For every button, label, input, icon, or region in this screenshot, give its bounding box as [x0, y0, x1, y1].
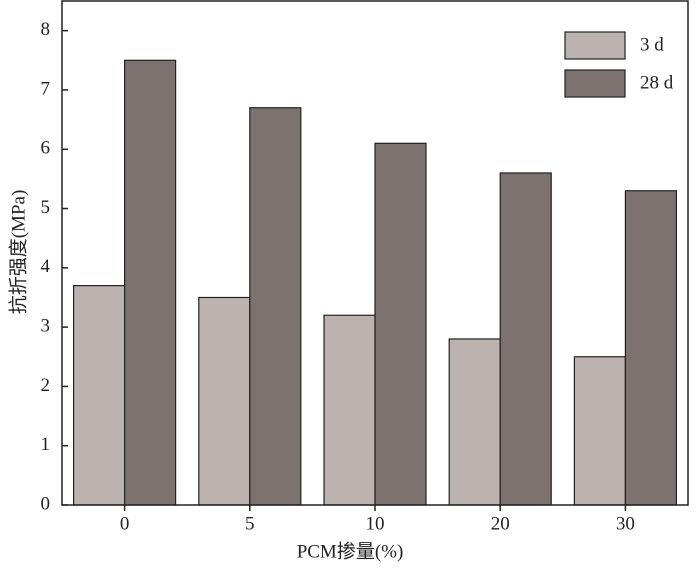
- bar: [499, 172, 552, 506]
- y-tick-label: 8: [41, 19, 51, 40]
- y-tick-label: 2: [41, 375, 51, 396]
- y-tick-label: 6: [41, 138, 51, 159]
- y-tick-label: 4: [41, 256, 51, 277]
- bar: [573, 356, 627, 506]
- x-axis-label: PCM掺量(%): [297, 540, 404, 562]
- bar: [624, 190, 678, 506]
- y-tick-label: 5: [41, 197, 51, 218]
- bar: [123, 59, 177, 506]
- legend-swatch: [564, 69, 626, 98]
- bar: [374, 142, 427, 506]
- y-tick-label: 3: [41, 315, 51, 336]
- x-tick-label: 0: [120, 513, 130, 534]
- bar: [72, 285, 126, 506]
- legend-label: 3 d: [640, 34, 664, 55]
- y-tick-label: 1: [41, 434, 51, 455]
- plot-frame: [61, 0, 689, 506]
- x-tick-label: 10: [366, 513, 385, 534]
- legend-swatch: [564, 31, 626, 60]
- y-tick-label: 7: [41, 78, 51, 99]
- bar: [448, 338, 501, 506]
- y-tick-label: 0: [41, 493, 51, 514]
- legend-label: 28 d: [640, 72, 674, 93]
- x-tick-label: 30: [616, 513, 635, 534]
- y-axis-label: 抗折强度(MPa): [7, 190, 29, 315]
- bar: [323, 314, 376, 506]
- x-tick-label: 5: [245, 513, 255, 534]
- bar: [198, 296, 251, 506]
- x-tick-label: 20: [491, 513, 510, 534]
- bar: [249, 107, 302, 506]
